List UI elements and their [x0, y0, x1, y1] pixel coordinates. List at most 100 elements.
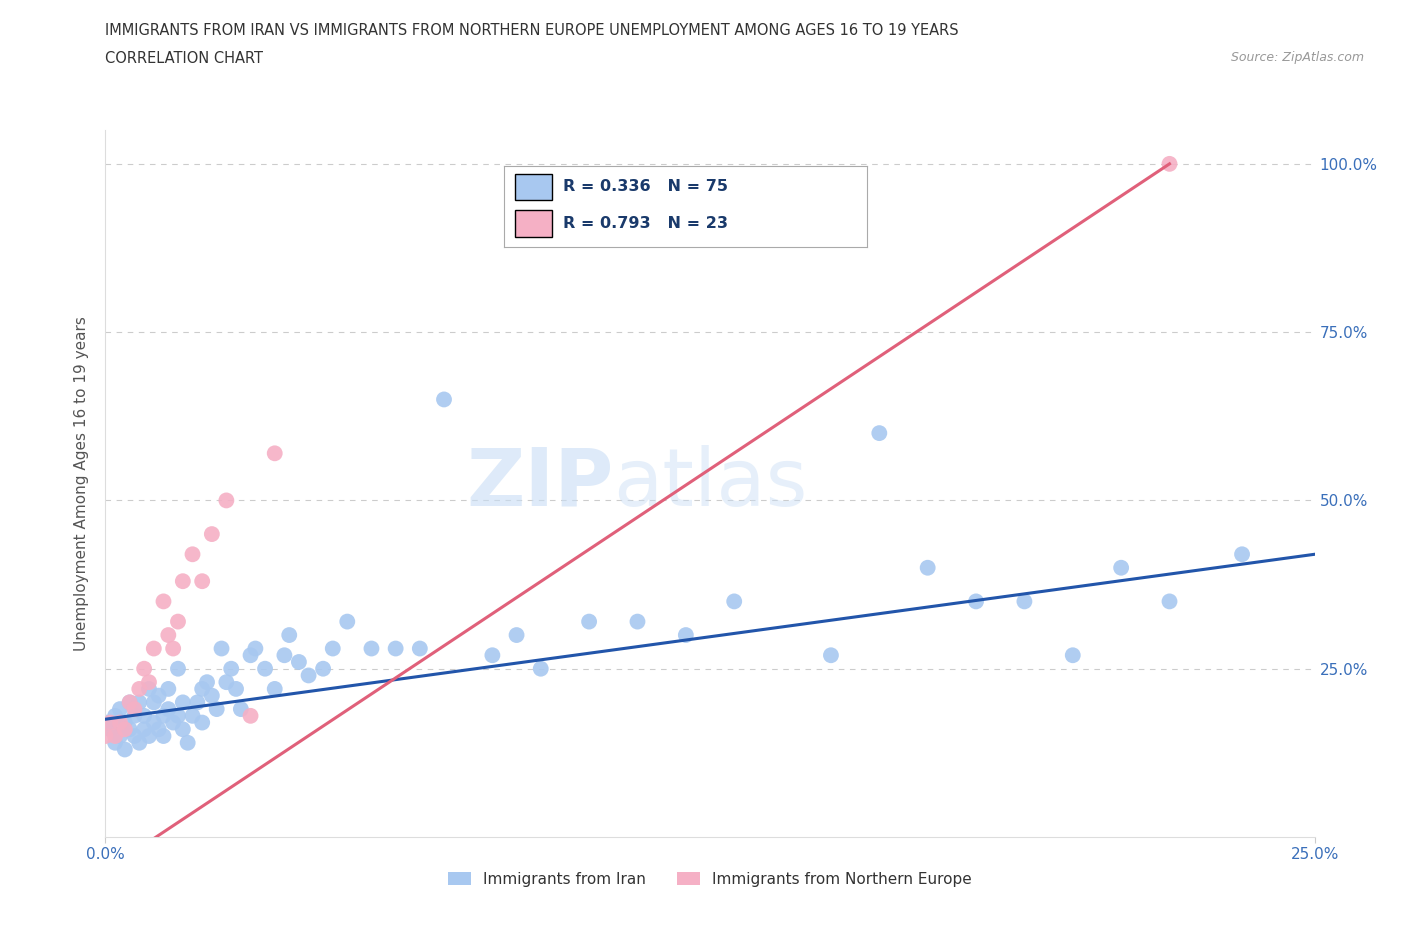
- Point: [1230, 547, 1253, 562]
- Point: [1159, 594, 1181, 609]
- Point: [172, 574, 194, 589]
- Point: [124, 701, 146, 716]
- Point: [245, 641, 267, 656]
- Point: [1109, 560, 1132, 575]
- Point: [254, 661, 277, 676]
- Point: [263, 445, 285, 460]
- Point: [167, 661, 190, 676]
- Point: [134, 709, 156, 724]
- Point: [138, 675, 160, 690]
- Point: [278, 628, 301, 643]
- Point: [336, 614, 359, 629]
- Text: Source: ZipAtlas.com: Source: ZipAtlas.com: [1230, 51, 1364, 64]
- Point: [1062, 648, 1084, 663]
- Point: [360, 641, 382, 656]
- Point: [172, 722, 194, 737]
- Point: [142, 715, 165, 730]
- Point: [148, 688, 170, 703]
- Point: [157, 628, 180, 643]
- Point: [134, 661, 156, 676]
- Point: [124, 728, 146, 743]
- Point: [181, 709, 204, 724]
- Point: [167, 614, 190, 629]
- Point: [167, 709, 190, 724]
- Text: CORRELATION CHART: CORRELATION CHART: [105, 51, 263, 66]
- Point: [723, 594, 745, 609]
- Point: [215, 675, 238, 690]
- Point: [384, 641, 406, 656]
- Point: [297, 668, 319, 683]
- Point: [1014, 594, 1036, 609]
- Point: [114, 715, 136, 730]
- Point: [409, 641, 432, 656]
- Point: [433, 392, 456, 407]
- Point: [142, 641, 165, 656]
- Point: [157, 682, 180, 697]
- Point: [98, 715, 121, 730]
- Point: [94, 715, 117, 730]
- Point: [225, 682, 247, 697]
- Point: [201, 688, 224, 703]
- Point: [114, 722, 136, 737]
- Point: [118, 695, 141, 710]
- Text: atlas: atlas: [613, 445, 807, 523]
- Point: [108, 701, 131, 716]
- Point: [965, 594, 987, 609]
- Point: [118, 695, 141, 710]
- Point: [820, 648, 842, 663]
- Legend: Immigrants from Iran, Immigrants from Northern Europe: Immigrants from Iran, Immigrants from No…: [443, 866, 977, 893]
- Point: [128, 682, 150, 697]
- Point: [239, 648, 262, 663]
- Point: [263, 682, 285, 697]
- Point: [530, 661, 553, 676]
- Point: [195, 675, 218, 690]
- Point: [273, 648, 295, 663]
- Text: IMMIGRANTS FROM IRAN VS IMMIGRANTS FROM NORTHERN EUROPE UNEMPLOYMENT AMONG AGES : IMMIGRANTS FROM IRAN VS IMMIGRANTS FROM …: [105, 23, 959, 38]
- Point: [124, 709, 146, 724]
- Point: [104, 728, 127, 743]
- Point: [312, 661, 335, 676]
- Point: [138, 728, 160, 743]
- Point: [152, 709, 174, 724]
- Point: [138, 682, 160, 697]
- Point: [142, 695, 165, 710]
- Y-axis label: Unemployment Among Ages 16 to 19 years: Unemployment Among Ages 16 to 19 years: [75, 316, 90, 651]
- Point: [229, 701, 252, 716]
- Point: [162, 715, 184, 730]
- Point: [1159, 156, 1181, 171]
- Point: [675, 628, 697, 643]
- Point: [128, 695, 150, 710]
- Point: [191, 682, 214, 697]
- Point: [104, 736, 127, 751]
- Point: [152, 728, 174, 743]
- Point: [128, 736, 150, 751]
- Point: [134, 722, 156, 737]
- Point: [176, 736, 198, 751]
- Point: [239, 709, 262, 724]
- Point: [104, 709, 127, 724]
- Point: [211, 641, 233, 656]
- Point: [181, 547, 204, 562]
- Point: [98, 722, 121, 737]
- Point: [917, 560, 939, 575]
- Point: [219, 661, 242, 676]
- Point: [118, 722, 141, 737]
- Point: [578, 614, 600, 629]
- Point: [157, 701, 180, 716]
- Point: [481, 648, 503, 663]
- Point: [108, 728, 131, 743]
- Point: [191, 715, 214, 730]
- Point: [868, 426, 890, 441]
- Point: [108, 715, 131, 730]
- Point: [148, 722, 170, 737]
- Text: ZIP: ZIP: [465, 445, 613, 523]
- Point: [505, 628, 527, 643]
- Point: [162, 641, 184, 656]
- Point: [205, 701, 228, 716]
- Point: [201, 526, 224, 541]
- Point: [322, 641, 344, 656]
- Point: [172, 695, 194, 710]
- Point: [114, 742, 136, 757]
- Point: [94, 728, 117, 743]
- Point: [152, 594, 174, 609]
